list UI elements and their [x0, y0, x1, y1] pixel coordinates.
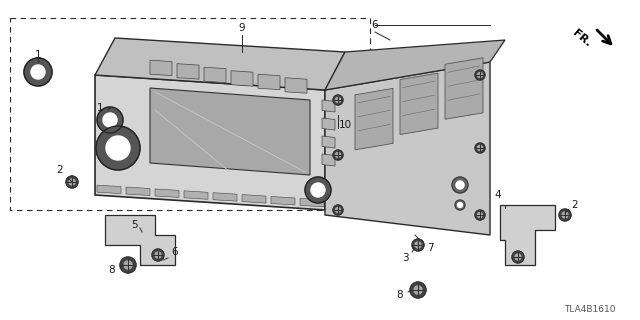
Polygon shape [322, 154, 335, 166]
Polygon shape [213, 193, 237, 201]
Circle shape [458, 203, 463, 207]
Circle shape [477, 212, 483, 218]
Polygon shape [177, 64, 199, 79]
Circle shape [475, 70, 485, 80]
Circle shape [66, 176, 78, 188]
Polygon shape [184, 191, 208, 199]
Polygon shape [285, 78, 307, 93]
Circle shape [477, 73, 483, 77]
Circle shape [415, 242, 421, 248]
Circle shape [559, 209, 571, 221]
Text: 10: 10 [339, 120, 351, 130]
Circle shape [477, 146, 483, 150]
Circle shape [412, 239, 424, 251]
Circle shape [333, 95, 343, 105]
Polygon shape [400, 73, 438, 134]
Text: 2: 2 [57, 165, 63, 175]
Text: 2: 2 [572, 200, 579, 210]
Polygon shape [325, 62, 490, 235]
Text: 1: 1 [35, 50, 42, 60]
Text: 7: 7 [427, 243, 433, 253]
Circle shape [120, 257, 136, 273]
Text: TLA4B1610: TLA4B1610 [564, 306, 616, 315]
Text: 6: 6 [372, 20, 378, 30]
Circle shape [124, 261, 132, 269]
Circle shape [96, 126, 140, 170]
Polygon shape [242, 195, 266, 203]
Polygon shape [95, 75, 325, 210]
Polygon shape [500, 205, 555, 265]
Text: 4: 4 [495, 190, 501, 200]
Circle shape [456, 181, 464, 189]
Text: 1: 1 [97, 103, 103, 113]
Circle shape [106, 136, 130, 160]
Circle shape [311, 183, 325, 197]
Polygon shape [258, 74, 280, 90]
Circle shape [335, 98, 340, 102]
Circle shape [562, 212, 568, 218]
Circle shape [103, 113, 117, 127]
Circle shape [335, 207, 340, 212]
Circle shape [24, 58, 52, 86]
Polygon shape [150, 60, 172, 76]
Text: 8: 8 [109, 265, 115, 275]
Polygon shape [300, 198, 324, 207]
Circle shape [305, 177, 331, 203]
Polygon shape [322, 136, 335, 148]
Circle shape [333, 150, 343, 160]
Circle shape [414, 286, 422, 294]
Polygon shape [231, 71, 253, 86]
Polygon shape [155, 189, 179, 197]
Circle shape [333, 205, 343, 215]
Circle shape [475, 210, 485, 220]
Text: FR.: FR. [571, 28, 593, 48]
Polygon shape [95, 38, 345, 90]
Polygon shape [204, 67, 226, 83]
Circle shape [69, 179, 75, 185]
Polygon shape [126, 187, 150, 196]
Polygon shape [355, 88, 393, 150]
Circle shape [475, 143, 485, 153]
Circle shape [31, 65, 45, 79]
Circle shape [515, 254, 521, 260]
Circle shape [410, 282, 426, 298]
Polygon shape [150, 88, 310, 175]
Text: 3: 3 [402, 253, 408, 263]
Circle shape [455, 200, 465, 210]
Circle shape [152, 249, 164, 261]
Polygon shape [445, 58, 483, 119]
Polygon shape [271, 196, 295, 205]
Polygon shape [105, 215, 175, 265]
Circle shape [97, 107, 123, 133]
Polygon shape [325, 40, 505, 90]
Circle shape [155, 252, 161, 258]
Text: 6: 6 [172, 247, 179, 257]
Polygon shape [97, 185, 121, 194]
Circle shape [335, 153, 340, 157]
Text: 9: 9 [239, 23, 245, 33]
Text: 8: 8 [397, 290, 403, 300]
Circle shape [452, 177, 468, 193]
Polygon shape [322, 118, 335, 130]
Circle shape [512, 251, 524, 263]
Polygon shape [322, 100, 335, 112]
Text: 5: 5 [132, 220, 138, 230]
